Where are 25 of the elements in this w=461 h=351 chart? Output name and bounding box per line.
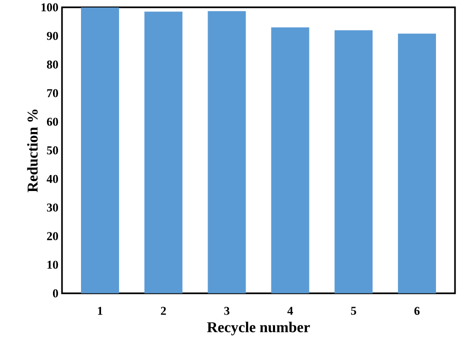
x-tick-label: 6 (414, 306, 420, 315)
y-tick-label: 10 (47, 260, 58, 269)
y-tick-label: 20 (47, 232, 58, 240)
x-tick-label: 2 (160, 306, 166, 315)
x-tick-label: 5 (351, 306, 356, 315)
x-tick-label: 1 (98, 306, 102, 315)
y-axis-title: Reduction % (27, 109, 38, 192)
x-tick-label: 3 (224, 306, 230, 315)
x-tick-label: 4 (287, 306, 293, 315)
y-tick-label: 40 (46, 174, 58, 183)
bar (398, 33, 436, 294)
y-tick-label: 90 (46, 32, 58, 40)
bar (144, 11, 182, 294)
y-tick-label: 80 (46, 60, 58, 68)
x-axis-title: Recycle number (207, 322, 310, 336)
y-tick-label: 60 (46, 118, 58, 126)
bar (271, 27, 310, 294)
y-tick-label: 50 (47, 146, 58, 154)
bar (334, 30, 373, 294)
bar (81, 7, 120, 294)
y-tick-label: 30 (46, 203, 58, 212)
y-tick-label: 70 (47, 88, 58, 97)
y-tick-label: 100 (42, 3, 58, 12)
y-tick-label: 0 (52, 289, 58, 298)
bar (208, 10, 246, 294)
